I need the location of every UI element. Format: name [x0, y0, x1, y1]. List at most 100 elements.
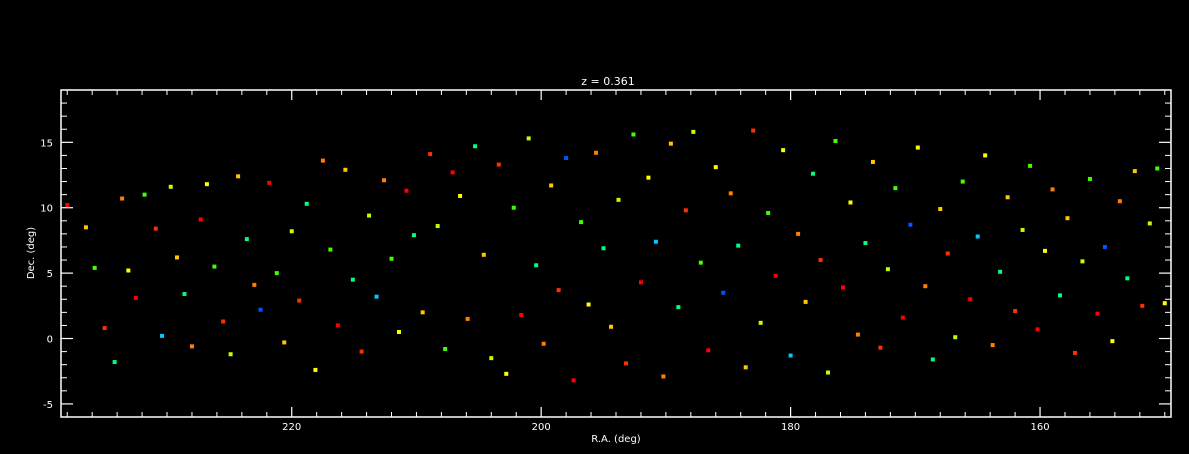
data-point [182, 292, 187, 297]
data-point [878, 345, 883, 350]
data-point [1110, 339, 1115, 344]
data-point [653, 239, 658, 244]
data-point [252, 282, 257, 287]
data-point [198, 217, 203, 222]
data-point [435, 224, 440, 229]
data-point [721, 290, 726, 295]
y-tick-label: -5 [43, 400, 53, 411]
x-tick-label: 200 [532, 422, 551, 433]
x-axis-label: R.A. (deg) [591, 434, 641, 445]
data-point [367, 213, 372, 218]
data-point [930, 357, 935, 362]
data-point [1072, 350, 1077, 355]
data-point [267, 180, 272, 185]
data-point [1125, 276, 1130, 281]
data-point [953, 335, 958, 340]
data-point [102, 326, 107, 331]
data-point [571, 378, 576, 383]
data-point [458, 193, 463, 198]
data-point [92, 265, 97, 270]
data-point [549, 183, 554, 188]
data-point [428, 152, 433, 157]
data-point [1035, 327, 1040, 332]
data-point [404, 188, 409, 193]
data-point [496, 162, 501, 167]
data-point [713, 165, 718, 170]
data-point [282, 340, 287, 345]
data-point [900, 315, 905, 320]
data-point [343, 167, 348, 172]
data-point [297, 298, 302, 303]
data-point [1162, 301, 1167, 306]
data-point [908, 222, 913, 227]
y-tick-label: 15 [40, 138, 53, 149]
data-point [420, 310, 425, 315]
data-point [833, 139, 838, 144]
data-point [189, 344, 194, 349]
data-point [350, 277, 355, 282]
data-point [274, 271, 279, 276]
data-point [811, 171, 816, 176]
data-point [153, 226, 158, 231]
y-axis-label: Dec. (deg) [26, 227, 37, 279]
data-point [112, 360, 117, 365]
data-point [676, 305, 681, 310]
data-point [244, 237, 249, 242]
data-point [359, 349, 364, 354]
chart-title: z = 0.361 [581, 75, 634, 88]
data-point [594, 150, 599, 155]
data-point [335, 323, 340, 328]
data-point [1028, 163, 1033, 168]
data-point [646, 175, 651, 180]
data-point [638, 280, 643, 285]
x-tick-label: 180 [781, 422, 800, 433]
data-point [389, 256, 394, 261]
data-point [1020, 227, 1025, 232]
data-point [228, 352, 233, 357]
data-point [120, 196, 125, 201]
data-point [893, 186, 898, 191]
data-point [511, 205, 516, 210]
data-point [915, 145, 920, 150]
data-point [736, 243, 741, 248]
data-point [855, 332, 860, 337]
data-point [803, 299, 808, 304]
data-point [863, 241, 868, 246]
data-point [526, 136, 531, 141]
data-point [142, 192, 147, 197]
data-point [489, 356, 494, 361]
data-point [623, 361, 628, 366]
data-point [601, 246, 606, 251]
data-point [541, 341, 546, 346]
data-point [796, 231, 801, 236]
data-point [465, 316, 470, 321]
data-point [1065, 216, 1070, 221]
y-tick-label: 5 [47, 269, 53, 280]
data-point [212, 264, 217, 269]
data-point [616, 197, 621, 202]
data-point [960, 179, 965, 184]
data-point [83, 225, 88, 230]
plot-area [60, 89, 1172, 418]
data-point [564, 156, 569, 161]
data-point [1005, 195, 1010, 200]
data-point [221, 319, 226, 324]
data-point [374, 294, 379, 299]
data-point [1043, 248, 1048, 253]
data-point [781, 148, 786, 153]
data-point [481, 252, 486, 257]
data-point [683, 208, 688, 213]
data-point [706, 348, 711, 353]
data-point [411, 233, 416, 238]
data-point [519, 312, 524, 317]
data-point [504, 371, 509, 376]
data-point [168, 184, 173, 189]
data-point [1095, 311, 1100, 316]
data-point [126, 268, 131, 273]
data-point [968, 297, 973, 302]
data-point [661, 374, 666, 379]
data-point [1155, 166, 1160, 171]
data-point [1132, 169, 1137, 174]
data-point [668, 141, 673, 146]
data-point [1013, 309, 1018, 314]
